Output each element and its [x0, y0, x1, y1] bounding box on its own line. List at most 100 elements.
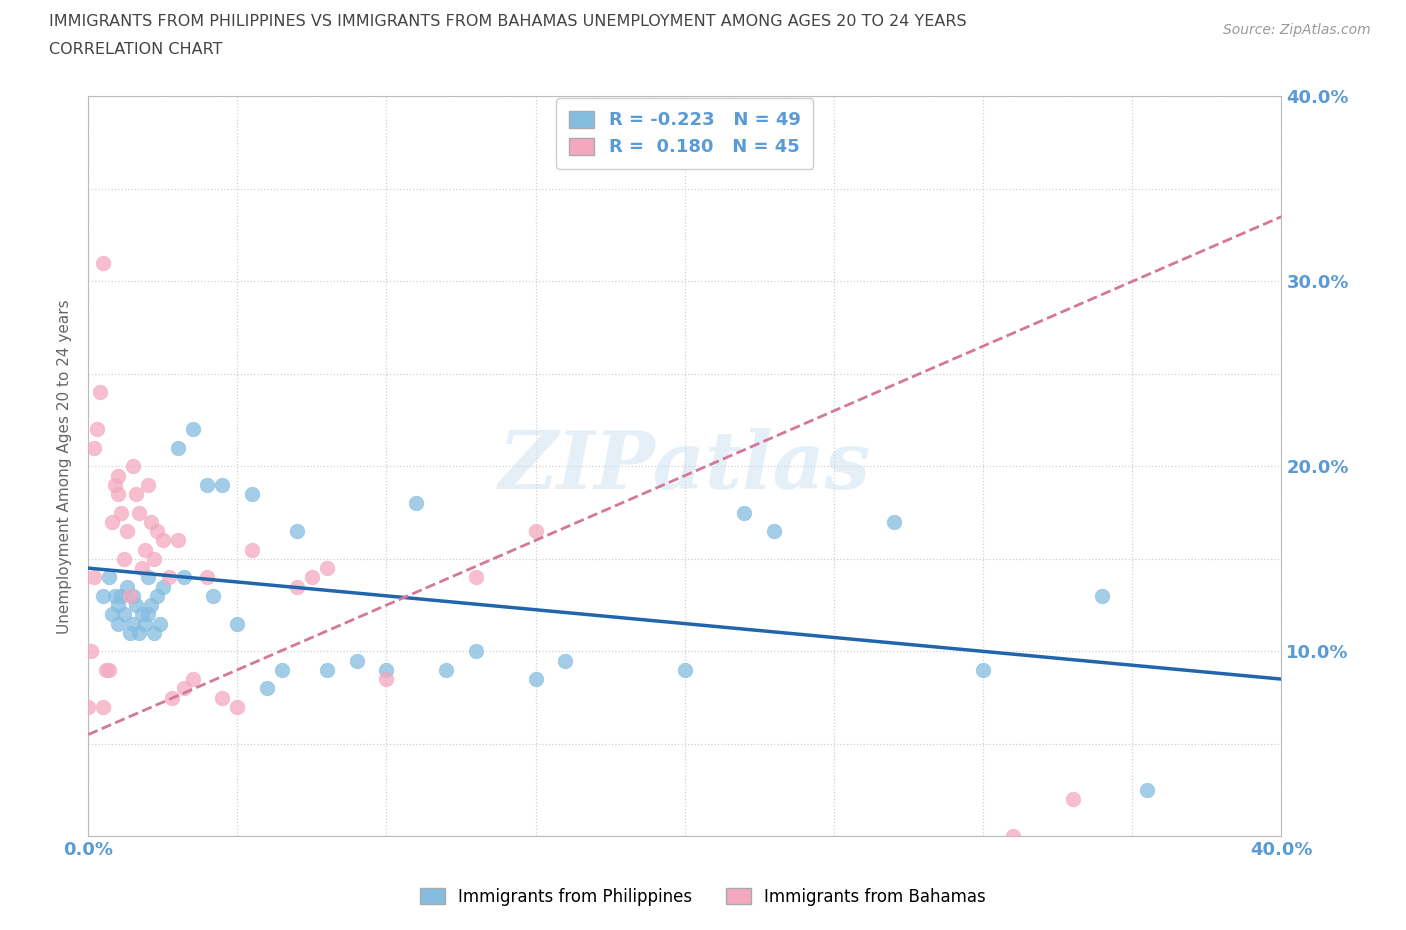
Point	[91, 699, 114, 714]
Point	[136, 477, 159, 492]
Point	[202, 589, 225, 604]
Point	[86, 422, 108, 437]
Point	[197, 477, 219, 492]
Point	[1091, 589, 1114, 604]
Point	[136, 570, 159, 585]
Point	[125, 486, 148, 501]
Point	[136, 607, 159, 622]
Point	[240, 542, 263, 557]
Point	[112, 551, 135, 566]
Point	[256, 681, 278, 696]
Point	[139, 598, 162, 613]
Point	[91, 589, 114, 604]
Point	[115, 579, 138, 594]
Point	[128, 505, 150, 520]
Point	[83, 441, 105, 456]
Point	[145, 524, 167, 538]
Point	[197, 570, 219, 585]
Point	[465, 570, 488, 585]
Point	[107, 468, 129, 483]
Point	[142, 625, 165, 640]
Point	[763, 524, 786, 538]
Point	[80, 644, 103, 658]
Point	[226, 617, 249, 631]
Point	[285, 579, 308, 594]
Legend: R = -0.223   N = 49, R =  0.180   N = 45: R = -0.223 N = 49, R = 0.180 N = 45	[557, 98, 813, 169]
Point	[101, 514, 124, 529]
Point	[134, 542, 156, 557]
Point	[226, 699, 249, 714]
Point	[112, 607, 135, 622]
Point	[128, 625, 150, 640]
Point	[405, 496, 427, 511]
Point	[733, 505, 755, 520]
Point	[524, 671, 547, 686]
Point	[166, 441, 188, 456]
Point	[134, 617, 156, 631]
Point	[315, 561, 337, 576]
Point	[152, 579, 174, 594]
Point	[301, 570, 323, 585]
Point	[107, 617, 129, 631]
Y-axis label: Unemployment Among Ages 20 to 24 years: Unemployment Among Ages 20 to 24 years	[58, 299, 72, 633]
Point	[554, 653, 576, 668]
Point	[285, 524, 308, 538]
Point	[972, 662, 994, 677]
Point	[131, 607, 153, 622]
Point	[346, 653, 368, 668]
Point	[152, 533, 174, 548]
Point	[101, 607, 124, 622]
Point	[1136, 783, 1159, 798]
Point	[524, 524, 547, 538]
Point	[173, 681, 195, 696]
Point	[107, 598, 129, 613]
Point	[181, 422, 204, 437]
Point	[77, 699, 100, 714]
Point	[118, 625, 141, 640]
Point	[118, 589, 141, 604]
Point	[83, 570, 105, 585]
Point	[434, 662, 457, 677]
Point	[142, 551, 165, 566]
Text: IMMIGRANTS FROM PHILIPPINES VS IMMIGRANTS FROM BAHAMAS UNEMPLOYMENT AMONG AGES 2: IMMIGRANTS FROM PHILIPPINES VS IMMIGRANT…	[49, 14, 967, 29]
Point	[115, 524, 138, 538]
Point	[91, 256, 114, 271]
Point	[107, 486, 129, 501]
Point	[1062, 792, 1084, 807]
Point	[673, 662, 696, 677]
Point	[315, 662, 337, 677]
Point	[271, 662, 294, 677]
Point	[98, 662, 121, 677]
Point	[89, 385, 111, 400]
Point	[211, 690, 233, 705]
Point	[104, 477, 127, 492]
Point	[122, 458, 145, 473]
Point	[157, 570, 180, 585]
Point	[181, 671, 204, 686]
Point	[94, 662, 117, 677]
Point	[375, 671, 398, 686]
Point	[465, 644, 488, 658]
Point	[173, 570, 195, 585]
Point	[211, 477, 233, 492]
Point	[104, 589, 127, 604]
Text: Source: ZipAtlas.com: Source: ZipAtlas.com	[1223, 23, 1371, 37]
Text: CORRELATION CHART: CORRELATION CHART	[49, 42, 222, 57]
Legend: Immigrants from Philippines, Immigrants from Bahamas: Immigrants from Philippines, Immigrants …	[412, 880, 994, 914]
Point	[883, 514, 905, 529]
Point	[149, 617, 172, 631]
Point	[139, 514, 162, 529]
Point	[110, 505, 132, 520]
Point	[125, 598, 148, 613]
Point	[122, 589, 145, 604]
Point	[166, 533, 188, 548]
Point	[1001, 829, 1024, 844]
Point	[160, 690, 183, 705]
Text: ZIPatlas: ZIPatlas	[499, 428, 870, 505]
Point	[131, 561, 153, 576]
Point	[145, 589, 167, 604]
Point	[240, 486, 263, 501]
Point	[122, 617, 145, 631]
Point	[98, 570, 121, 585]
Point	[110, 589, 132, 604]
